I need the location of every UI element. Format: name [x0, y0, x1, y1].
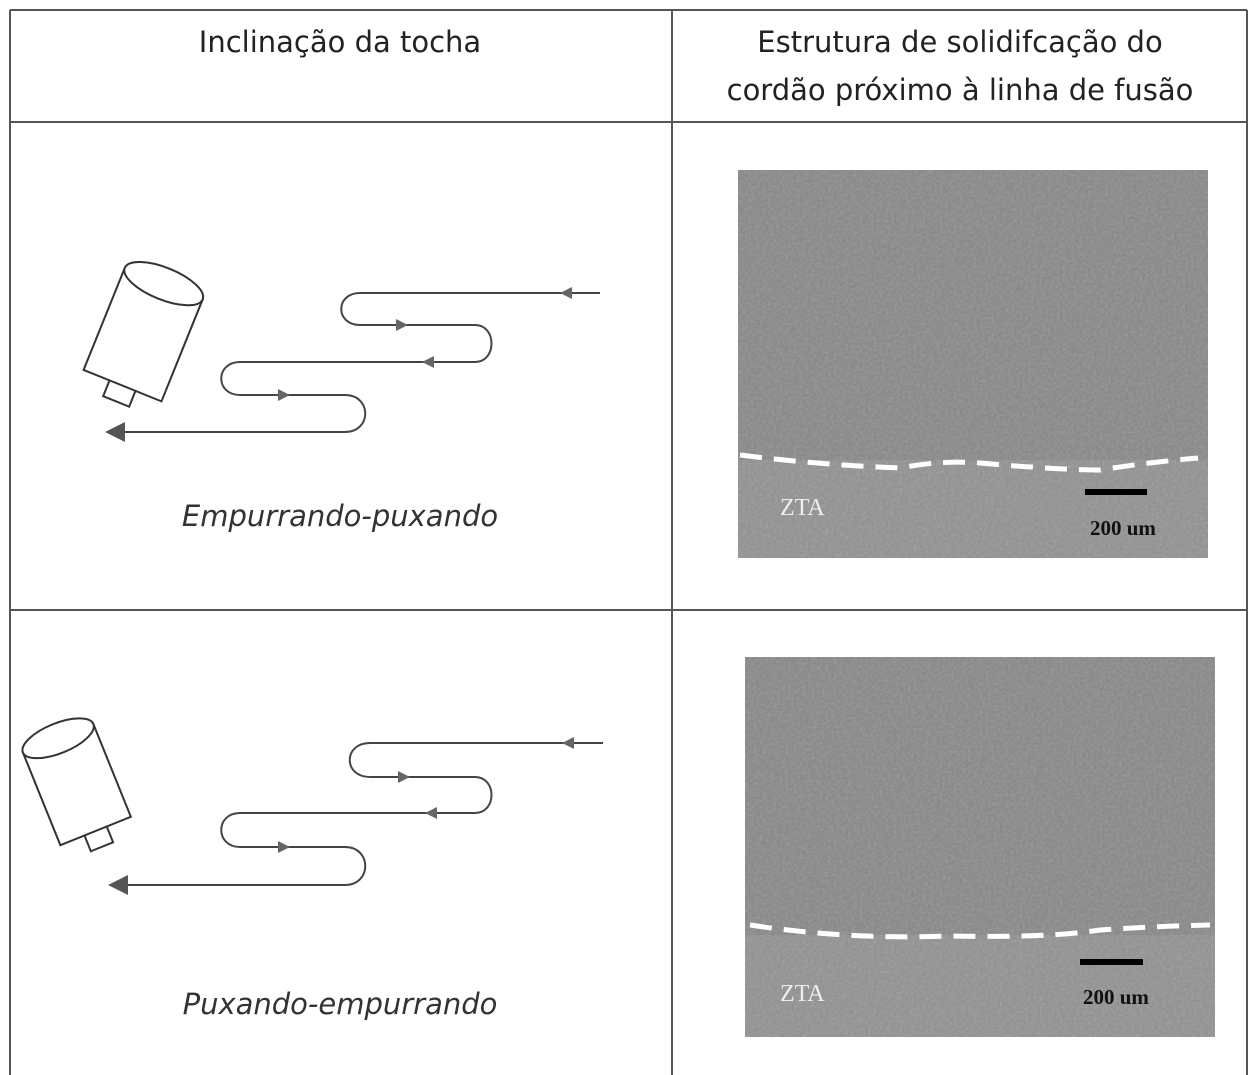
caption: Puxando-empurrando [183, 987, 498, 1021]
table-grid [9, 9, 1248, 1075]
header-cell: Inclinação da tocha [199, 25, 481, 59]
torch-diagram [82, 261, 600, 442]
zone-label: ZTA [780, 981, 825, 1007]
header-line: cordão próximo à linha de fusão [727, 73, 1194, 107]
zone-label: ZTA [780, 495, 825, 521]
header-line: Estrutura de solidifcação do [757, 25, 1162, 59]
scale-label: 200 um [1090, 516, 1156, 540]
scale-label: 200 um [1083, 985, 1149, 1009]
torch-diagram [21, 717, 603, 895]
caption: Empurrando-puxando [182, 499, 498, 533]
micrograph: ZTA 200 um [738, 170, 1208, 558]
micrograph: ZTA 200 um [745, 657, 1215, 1037]
